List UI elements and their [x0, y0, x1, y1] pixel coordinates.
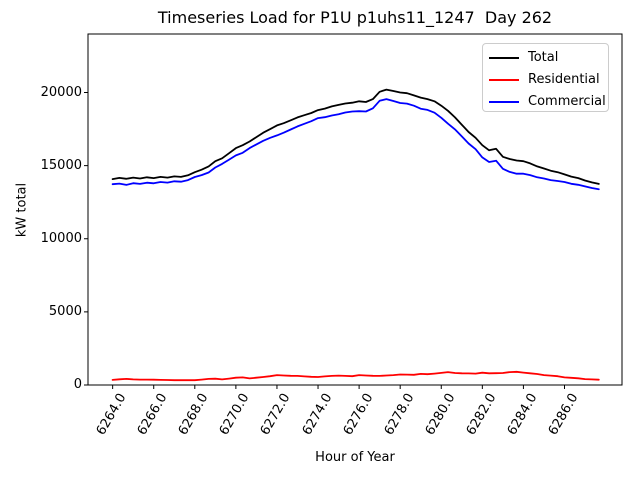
legend-item-residential: Residential	[489, 69, 600, 91]
legend-item-commercial: Commercial	[489, 91, 606, 113]
series-line-residential	[111, 370, 600, 382]
legend-line-commercial	[489, 101, 519, 103]
legend-item-total: Total	[489, 47, 600, 69]
axes-frame	[87, 33, 623, 386]
x-axis-label: Hour of Year	[315, 450, 395, 465]
series-line-total	[111, 88, 600, 185]
legend-label-residential: Residential	[528, 72, 600, 87]
series-line-commercial	[111, 98, 600, 191]
y-tick-label: 0	[73, 377, 82, 392]
legend: Total Residential Commercial	[482, 43, 609, 112]
y-tick-label: 15000	[40, 157, 82, 173]
legend-label-commercial: Commercial	[528, 94, 606, 109]
legend-line-total	[489, 57, 519, 59]
legend-label-total: Total	[528, 50, 559, 65]
y-tick-label: 5000	[48, 303, 82, 319]
legend-line-residential	[489, 79, 519, 81]
y-tick-label: 20000	[40, 84, 82, 100]
chart-title: Timeseries Load for P1U p1uhs11_1247 Day…	[157, 8, 553, 27]
y-tick-label: 10000	[40, 230, 82, 246]
